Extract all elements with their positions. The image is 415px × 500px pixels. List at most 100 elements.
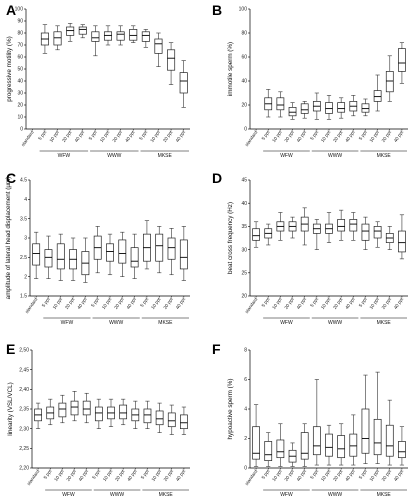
box-iqr [252,426,260,460]
box-4 [300,101,309,119]
y-tick-label: 60 [241,55,247,61]
y-tick-label: 40 [241,79,247,85]
x-tick-label: 10 ppt [271,129,283,143]
box-9 [143,220,151,270]
box-iqr [361,408,370,454]
x-tick-label: 10 ppt [52,296,64,310]
y-tick-label: 2,45 [19,367,29,373]
y-tick-label: 60 [17,55,23,61]
box-11 [167,228,176,276]
x-tick-label: 5 ppt [88,129,98,141]
y-tick-label: 30 [17,91,23,97]
box-iqr [349,433,358,457]
x-tick-label: 5 ppt [37,129,47,141]
box-1 [264,432,273,467]
box-iqr [373,418,382,456]
box-4 [78,24,87,39]
x-tick-label: 10 ppt [48,129,60,143]
box-2 [276,212,285,241]
box-8 [349,95,358,117]
x-tick-label: 20 ppt [332,129,344,143]
box-8 [130,233,139,279]
box-1 [46,398,55,426]
x-tick-label: 10 ppt [150,296,162,310]
y-tick-label: 80 [17,31,23,37]
group-label: MKSE [377,153,392,159]
box-1 [40,24,49,54]
y-tick-label: 100 [239,7,248,13]
box-iqr [66,26,75,36]
x-tick-label: 5 ppt [261,296,271,308]
group-label: WWW [110,492,124,498]
y-tick-label: 3 [24,236,27,242]
box-iqr [167,49,176,71]
box-10 [373,221,382,248]
y-tick-label: 40 [17,79,23,85]
x-tick-label: 5 ppt [309,468,319,480]
box-iqr [53,31,62,46]
box-iqr [119,404,128,420]
box-iqr [349,219,358,232]
box-6 [325,95,333,120]
box-iqr [276,97,285,111]
box-iqr [373,90,382,102]
x-tick-label: 20 ppt [381,129,393,143]
x-tick-label: 20 ppt [65,468,77,482]
y-tick-label: 90 [17,19,23,25]
group-label: WFW [62,492,75,498]
box-11 [385,399,394,466]
box-iqr [141,31,150,42]
group-label: WWW [328,320,342,326]
box-11 [385,226,394,250]
box-9 [361,98,370,117]
box-8 [349,414,358,466]
box-4 [300,207,309,246]
x-tick-label: 40 ppt [74,129,86,143]
x-tick-label: 20 ppt [381,468,393,482]
box-9 [361,374,370,464]
box-iqr [325,433,333,457]
x-tick-label: 40 ppt [393,296,405,310]
box-iqr [180,414,188,430]
box-8 [129,25,138,43]
panel-e: E 2,20 2,25 2,30 2,35 2,40 2,45 2,50 linearity (… [6,341,190,498]
x-tick-label: 20 ppt [381,296,393,310]
x-tick-label: 20 ppt [162,296,174,310]
box-2 [276,91,285,118]
x-tick-label: 40 ppt [296,296,308,310]
box-4 [300,423,309,467]
x-tick-label: 40 ppt [344,129,356,143]
x-tick-label: 40 ppt [393,129,405,143]
box-10 [155,402,164,433]
panel-label: E [6,341,15,357]
x-tick-label: 5 ppt [358,296,368,308]
box-5 [312,92,321,120]
x-tick-label: 40 ppt [78,468,90,482]
y-tick-label: 80 [241,31,247,37]
box-2 [53,25,62,51]
x-tick-label: 10 ppt [53,468,65,482]
x-tick-label: 40 ppt [175,129,187,143]
x-tick-label: 20 ppt [113,296,125,310]
box-6 [103,25,113,46]
box-11 [167,404,176,435]
group-label: MKSE [159,492,174,498]
y-tick-label: 25 [241,271,247,277]
box-11 [167,42,176,85]
x-tick-label: 20 ppt [283,129,295,143]
box-iqr [398,441,406,459]
box-iqr [385,424,394,457]
box-iqr [179,72,188,94]
x-tick-label: 5 ppt [90,296,100,308]
x-tick-label: 20 ppt [64,296,76,310]
box-12 [180,406,188,435]
x-tick-label: 20 ppt [61,129,73,143]
box-0 [32,231,41,279]
box-10 [154,32,163,67]
box-iqr [398,48,406,72]
box-iqr [106,243,114,262]
x-tick-label: 5 ppt [309,296,319,308]
x-tick-label: 40 ppt [175,468,187,482]
group-label: WWW [328,153,342,159]
